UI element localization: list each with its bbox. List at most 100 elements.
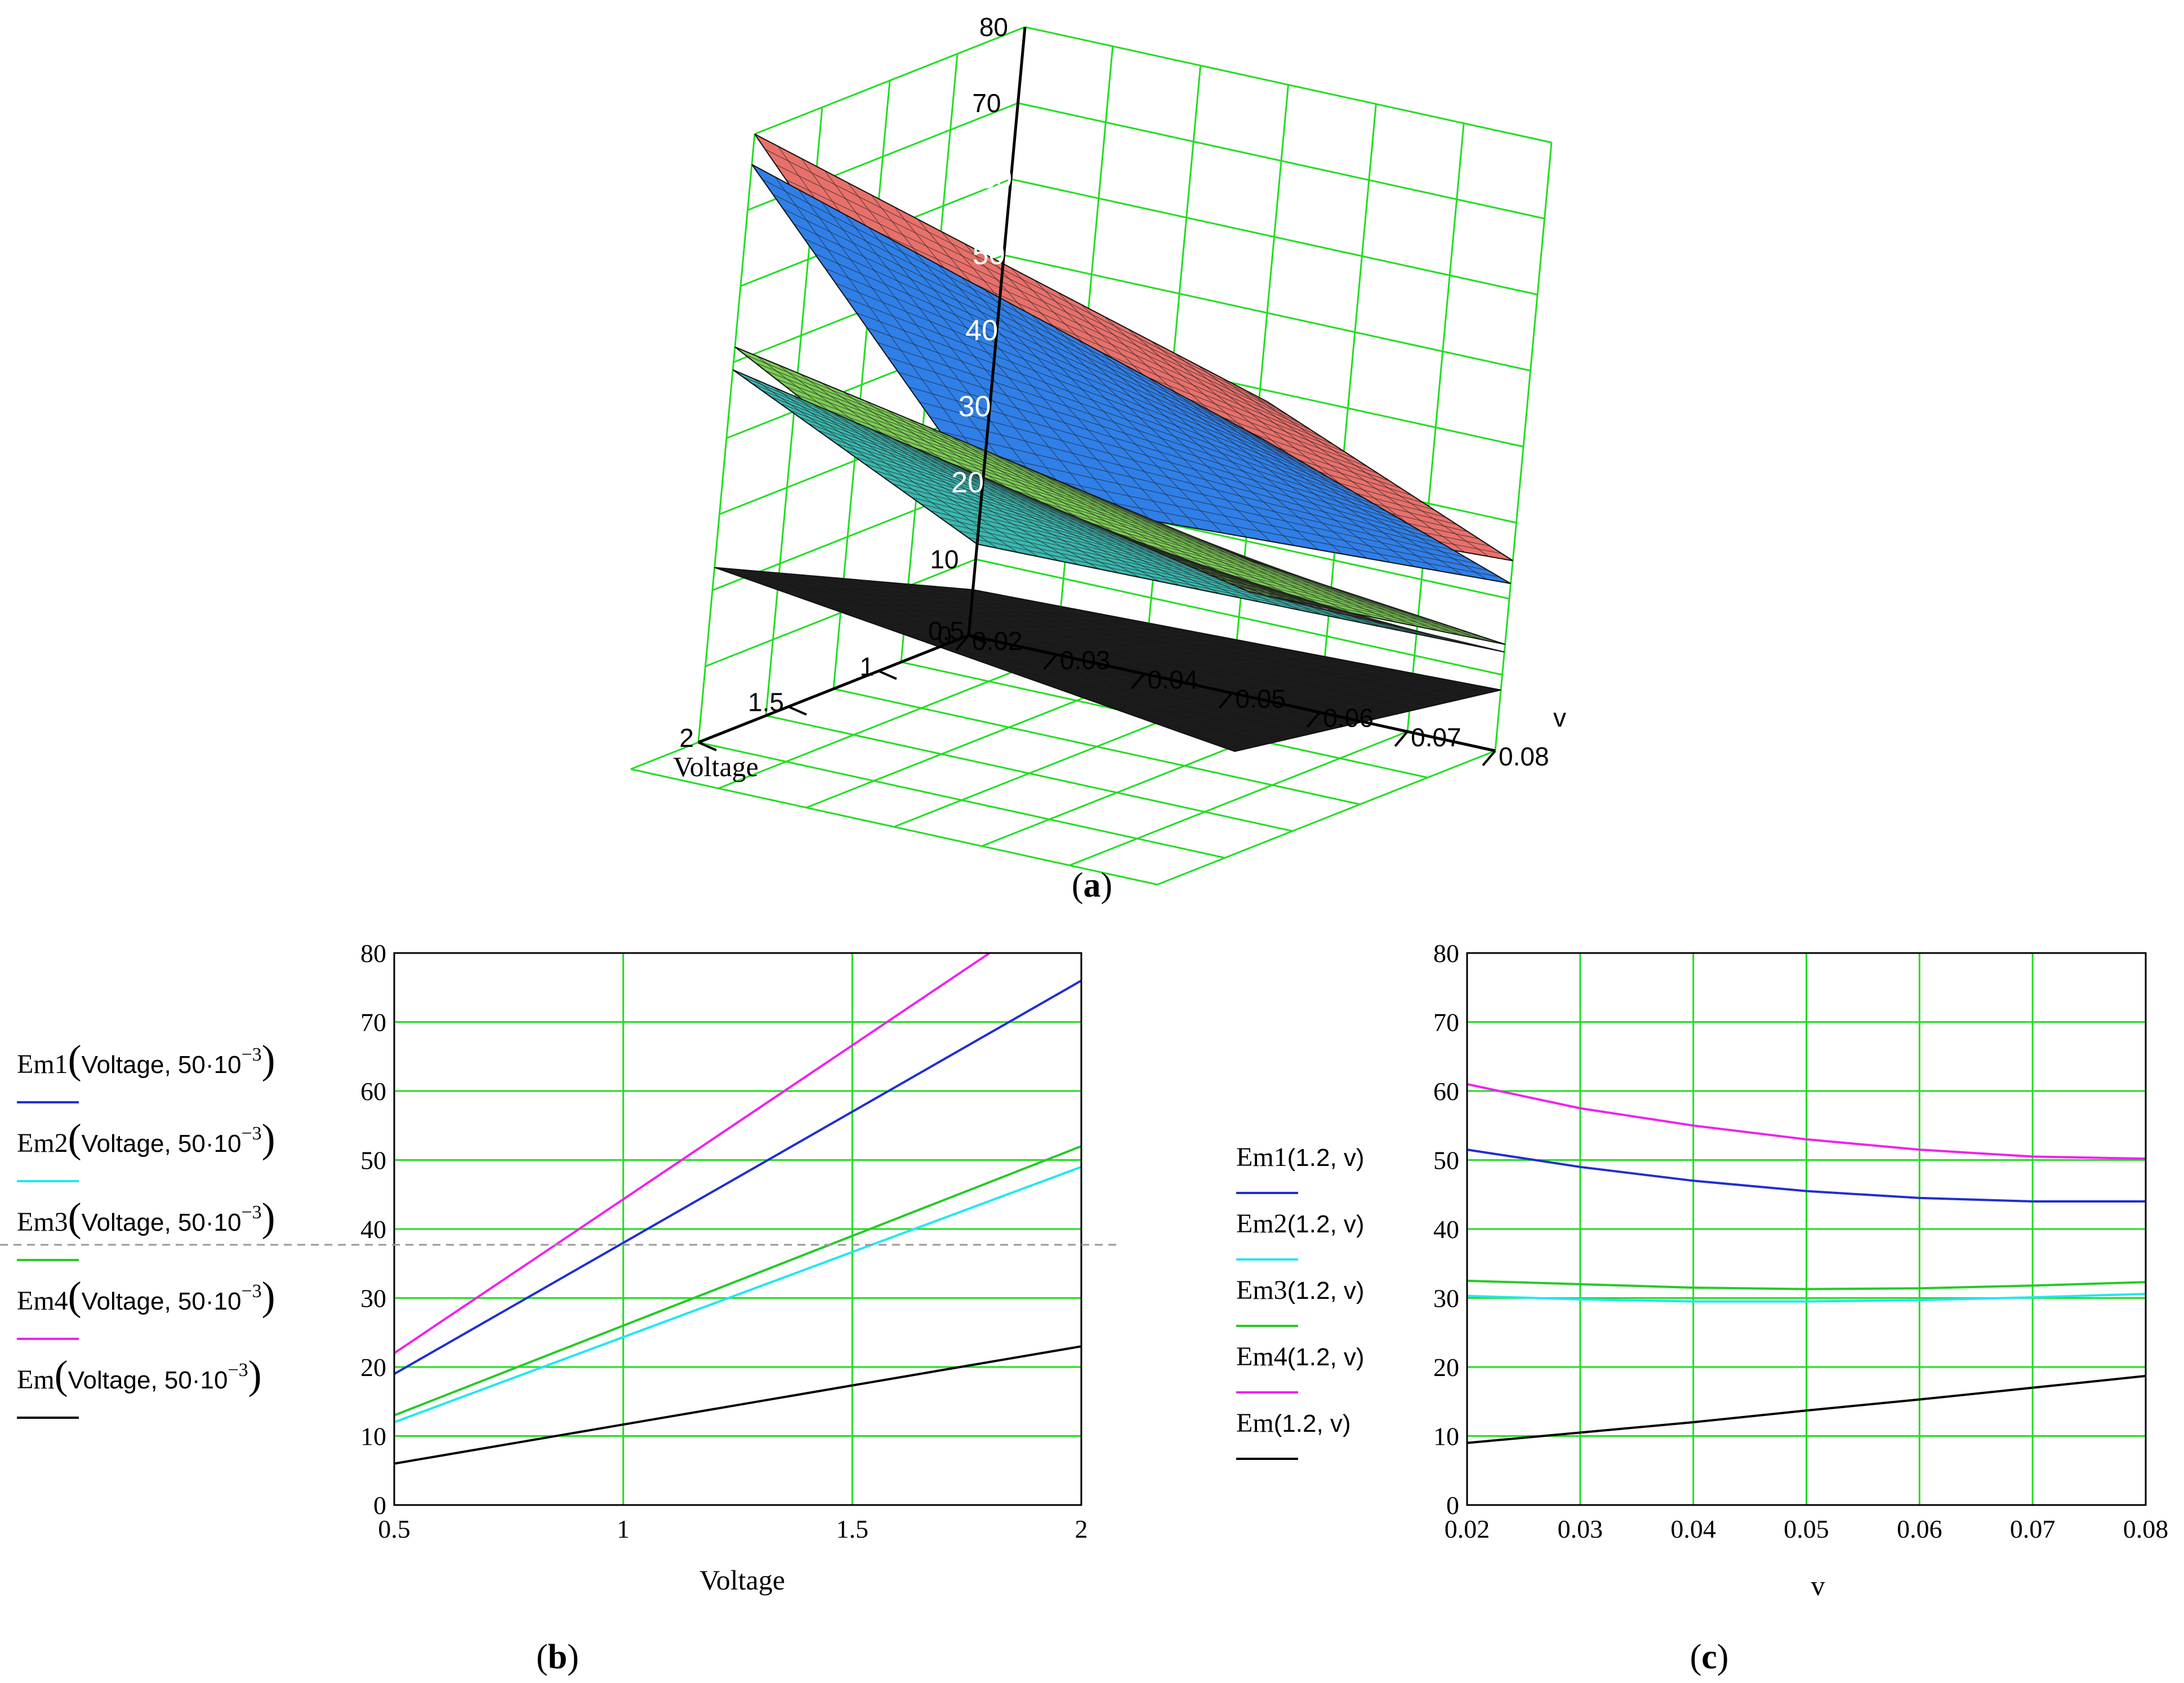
c-y-tick-label: 30 — [1433, 1284, 1459, 1313]
c-legend-entry-em3: Em3(1.2, v) — [1236, 1275, 1365, 1327]
b-y-tick-label: 30 — [360, 1284, 386, 1313]
c-y-tick-label: 20 — [1433, 1353, 1459, 1382]
b-legend-entry-em4: Em4(Voltage, 50·10−3) — [17, 1274, 275, 1340]
b-y-tick-label: 50 — [360, 1146, 386, 1175]
c-series-em4 — [1467, 1083, 2146, 1160]
panel-b-x-tick-labels: 0.5 1 1.5 2 — [378, 1515, 1087, 1543]
panel-a-surface-mesh — [1100, 351, 1343, 555]
panel-a-surface-face — [732, 369, 1505, 653]
panel-a-x-axis-label: Voltage — [673, 751, 759, 782]
panel-a-x-tick-label: 2 — [679, 723, 694, 753]
b-legend-entry-em: Em(Voltage, 50·10−3) — [17, 1352, 262, 1419]
panel-c-gridlines — [1466, 952, 2147, 1506]
b-series-em1 — [394, 979, 1082, 1375]
panel-a-surface-mesh — [761, 389, 1280, 599]
panel-a-surface-mesh — [1011, 647, 1275, 673]
c-y-tick-label: 10 — [1433, 1422, 1459, 1451]
panel-a-surface-mesh — [1189, 566, 1444, 640]
panel-a-surface-mesh — [751, 382, 1269, 597]
panel-a-surface-mesh — [783, 208, 1298, 460]
b-x-tick-label: 0.5 — [378, 1515, 411, 1543]
panel-a-y-tick-label: 0.06 — [1323, 704, 1374, 733]
c-y-tick-label: 50 — [1433, 1146, 1459, 1175]
panel-a-y-tick-mark — [1394, 731, 1409, 747]
panel-a-surface-em2 — [732, 369, 1505, 653]
panel-a-z-tick-label: 10 — [930, 545, 959, 574]
panel-c-y-tick-labels: 0 10 20 30 40 50 60 70 80 — [1433, 939, 1459, 1520]
b-series-em2 — [394, 1165, 1082, 1423]
b-x-tick-label: 1.5 — [836, 1515, 869, 1543]
panel-a-z-tick-label: 80 — [979, 12, 1008, 42]
panel-a-surface-em1 — [751, 164, 1512, 584]
b-legend-label: Em2(Voltage, 50·10−3) — [17, 1116, 275, 1161]
panel-a-surface-mesh — [1049, 653, 1313, 686]
panel-a-surface-mesh — [1123, 668, 1388, 713]
b-x-tick-label: 2 — [1075, 1515, 1088, 1543]
panel-a-surface-mesh — [824, 268, 1343, 486]
panel-a-y-tick-mark — [1218, 692, 1233, 709]
panel-a-surfaces — [714, 133, 1513, 753]
panel-a-surface-mesh — [751, 570, 1273, 743]
b-legend-label: Em3(Voltage, 50·10−3) — [17, 1195, 275, 1240]
panel-a-surface-mesh — [1160, 675, 1426, 725]
c-legend-entry-em2: Em2(1.2, v) — [1236, 1209, 1365, 1261]
c-y-tick-label: 80 — [1433, 939, 1459, 968]
panel-a-surface-mesh — [742, 376, 1260, 595]
panel-a-x-tick-label: 1 — [859, 652, 874, 681]
panel-a-surface-mesh — [772, 194, 1286, 453]
panel-a-surface-face — [714, 567, 1501, 753]
panel-a-surface-mesh — [974, 639, 1237, 660]
panel-a-y-tick-label: 0.04 — [1148, 665, 1198, 694]
c-x-tick-label: 0.06 — [1897, 1515, 1942, 1543]
b-y-tick-label: 10 — [360, 1422, 386, 1451]
b-legend-entry-em1: Em1(Voltage, 50·10−3) — [17, 1037, 275, 1103]
panel-a-floor-gridline — [1157, 750, 1496, 885]
b-y-tick-label: 60 — [360, 1077, 386, 1106]
panel-a-surface-mesh — [794, 223, 1309, 466]
panel-a-surface-mesh — [806, 575, 1330, 730]
panel-a-floor-gridline — [630, 768, 1158, 885]
panel-a-surface-mesh — [1240, 426, 1487, 580]
b-y-tick-label: 80 — [360, 939, 386, 968]
panel-a-surface-mesh — [856, 312, 1376, 506]
c-x-tick-label: 0.07 — [2010, 1515, 2056, 1543]
panel-a-y-tick-label: 0.07 — [1411, 723, 1461, 752]
panel-a-surface-mesh — [733, 568, 1254, 747]
panel-a-surface-mesh — [1231, 552, 1483, 640]
panel-a-surface-mesh — [1197, 364, 1441, 549]
panel-a-y-tick-label: 0.08 — [1499, 742, 1549, 771]
b-y-tick-label: 20 — [360, 1353, 386, 1382]
panel-a-y-tick-mark — [1131, 673, 1146, 689]
b-legend-entry-em3: Em3(Voltage, 50·10−3) — [17, 1195, 275, 1261]
c-legend-label: Em4(1.2, v) — [1236, 1342, 1365, 1372]
c-series-em3 — [1467, 1279, 2146, 1290]
c-x-tick-label: 0.04 — [1670, 1515, 1716, 1543]
panel-a-x-tick-mark — [788, 705, 807, 716]
c-x-tick-label: 0.03 — [1558, 1515, 1603, 1543]
panel-a-wall-gridline — [1406, 123, 1465, 732]
c-legend-label: Em1(1.2, v) — [1236, 1142, 1365, 1172]
panel-a-surface-mesh — [1197, 682, 1464, 739]
c-x-tick-label: 0.08 — [2123, 1515, 2169, 1543]
panel-a-z-tick-label: 50 — [973, 238, 1005, 271]
panel-a-surface-mesh — [1147, 377, 1391, 563]
panel-a-surface-mesh — [845, 297, 1365, 499]
panel-a-y-tick-label: 0.02 — [972, 626, 1023, 656]
panel-a-surface-mesh — [762, 179, 1275, 447]
panel-a-surface-mesh — [1193, 402, 1439, 572]
c-y-tick-label: 60 — [1433, 1077, 1459, 1106]
c-y-tick-label: 40 — [1433, 1215, 1459, 1244]
panel-a-y-tick-label: 0.03 — [1060, 645, 1111, 675]
panel-a-surface-mesh — [775, 164, 1290, 417]
panel-a-x-tick-label: 0.5 — [928, 616, 964, 645]
b-legend-label: Em4(Voltage, 50·10−3) — [17, 1274, 275, 1319]
panel-c-x-axis-label: v — [1811, 1570, 1825, 1601]
c-legend-entry-em: Em(1.2, v) — [1236, 1408, 1351, 1460]
panel-c-x-tick-labels: 0.02 0.03 0.04 0.05 0.06 0.07 0.08 — [1445, 1515, 2169, 1543]
c-y-tick-label: 70 — [1433, 1008, 1459, 1037]
b-x-tick-label: 1 — [617, 1515, 630, 1543]
panel-a-surface-mesh — [1170, 389, 1415, 567]
panel-a-surface-plot: 0 10 20 30 40 50 60 70 80 0.5 1 1.5 2 0.02 0.03 0.04 0.0… — [630, 12, 1566, 905]
panel-a-surface-mesh — [1220, 377, 1465, 553]
